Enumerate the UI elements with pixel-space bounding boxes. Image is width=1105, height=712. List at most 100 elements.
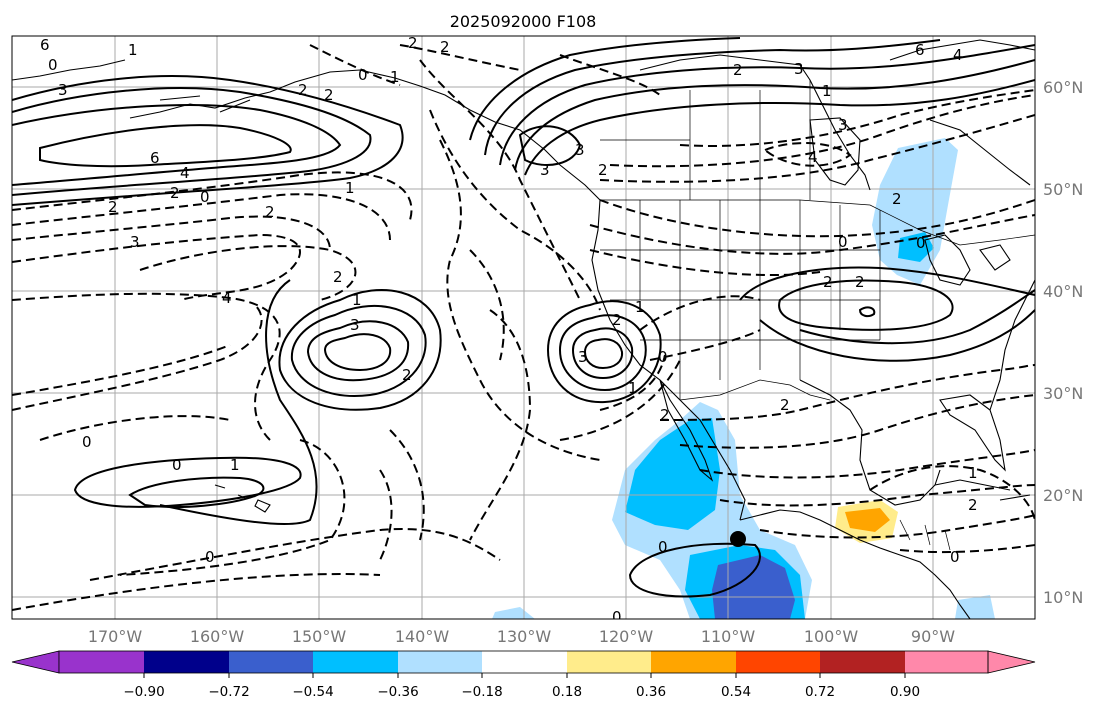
contour-line	[12, 292, 281, 441]
map-area: 6 1 0 3 2 2 1 0 2 3 6 4 2 0 2 2 3 4 1 2 …	[12, 36, 1035, 626]
lat-label: 60°N	[1043, 78, 1083, 97]
contour-line	[659, 364, 1035, 421]
colorbar-tick-label: 0.36	[636, 684, 666, 700]
contour-line	[39, 124, 292, 168]
contour-line	[524, 79, 1035, 176]
contours-negative	[12, 44, 1035, 611]
florida	[939, 394, 1006, 472]
contour-line	[12, 573, 381, 611]
contour-labels: 6 1 0 3 2 2 1 0 2 3 6 4 2 0 2 2 3 4 1 2 …	[40, 36, 978, 626]
contour-label: 2	[402, 366, 412, 384]
contour-label: 2	[612, 311, 622, 329]
greenland-edge	[889, 39, 1035, 61]
contour-line	[439, 139, 601, 461]
lon-label: 150°W	[292, 627, 347, 646]
lon-label: 130°W	[497, 627, 552, 646]
contour-label: 3	[540, 161, 550, 179]
contour-line	[759, 514, 1035, 539]
contour-label: 2	[780, 396, 790, 414]
lon-label: 170°W	[88, 627, 143, 646]
contour-line	[699, 449, 1035, 479]
lat-label: 10°N	[1043, 588, 1083, 607]
colorbar-tick-label: −0.18	[461, 684, 502, 700]
contour-line	[719, 484, 1035, 507]
contour-label: 4	[953, 46, 963, 64]
contour-line	[12, 344, 231, 396]
contour-label: 2	[108, 198, 118, 216]
contour-label: 1	[390, 68, 400, 86]
contour-label: 6	[150, 149, 160, 167]
contour-label: 1	[230, 456, 240, 474]
contour-line	[858, 306, 876, 318]
contour-label: 0	[200, 188, 210, 206]
canada-us-border	[600, 199, 1035, 246]
shade-dark-blue	[712, 555, 795, 619]
contour-line	[558, 314, 647, 392]
lat-label: 40°N	[1043, 282, 1083, 301]
lon-label: 140°W	[395, 627, 450, 646]
contour-line	[639, 295, 761, 331]
contour-line	[128, 476, 265, 508]
colorbar-bin	[736, 651, 820, 673]
colorbar-bin	[820, 651, 905, 673]
contour-label: 0	[205, 548, 215, 566]
contour-label: 2	[892, 190, 902, 208]
lon-label: 160°W	[190, 627, 245, 646]
contour-line	[139, 245, 357, 301]
contour-label: 2	[660, 406, 670, 424]
contour-line	[323, 333, 392, 372]
contour-line	[559, 359, 681, 441]
contour-label: 3	[130, 233, 140, 251]
alaska-coast	[129, 69, 601, 201]
canada-provinces	[600, 80, 811, 200]
contour-line	[389, 429, 425, 541]
contour-line	[379, 469, 393, 561]
contour-label: 0	[838, 233, 848, 251]
colorbar-tick-label: 0.18	[552, 684, 582, 700]
colorbar-tick-label: −0.54	[292, 684, 333, 700]
graticule	[12, 36, 1035, 619]
contour-line	[290, 304, 427, 397]
contour-line	[869, 465, 1035, 521]
contour-line	[12, 104, 342, 186]
contour-label: 2	[598, 161, 608, 179]
contour-label: 2	[855, 273, 865, 291]
contour-line	[518, 125, 582, 166]
contour-label: 2	[968, 496, 978, 514]
contour-line	[739, 266, 1035, 301]
contour-line	[39, 415, 231, 441]
contour-label: 2	[440, 38, 450, 56]
contour-label: 0	[612, 608, 622, 626]
colorbar-bin	[144, 651, 229, 673]
us-mexico-border	[679, 379, 831, 401]
lat-label: 50°N	[1043, 180, 1083, 199]
contour-line	[499, 44, 1035, 166]
contour-line	[469, 249, 505, 361]
contour-label: 3	[578, 348, 588, 366]
colorbar-tick-label: 0.54	[721, 684, 751, 700]
contour-label: 2	[170, 184, 180, 202]
contour-label: 1	[635, 298, 645, 316]
shaded-fill-regions	[492, 138, 995, 619]
colorbar-frame	[58, 650, 989, 674]
plot-title: 2025092000 F108	[450, 12, 597, 31]
contour-label: 0	[82, 433, 92, 451]
colorbar-bin	[482, 651, 567, 673]
contour-label: 1	[345, 179, 355, 197]
colorbar-tick-label: 0.90	[890, 684, 920, 700]
contour-line	[559, 54, 661, 96]
labrador	[929, 119, 1031, 186]
contour-line	[159, 279, 318, 525]
colorbar-extend-low	[11, 650, 60, 674]
contour-label: 1	[628, 379, 638, 397]
lon-label: 90°W	[911, 627, 955, 646]
storm-center-marker	[730, 531, 746, 547]
colorbar: −0.90 −0.72 −0.54 −0.36 −0.18 0.18 0.36 …	[11, 650, 1036, 700]
contour-line	[799, 289, 1035, 345]
contours-positive	[12, 37, 1035, 598]
contour-label: 3	[350, 316, 360, 334]
contour-line	[763, 142, 852, 167]
contour-line	[12, 215, 331, 251]
contour-line	[899, 544, 1035, 554]
contour-label: 1	[128, 41, 138, 59]
